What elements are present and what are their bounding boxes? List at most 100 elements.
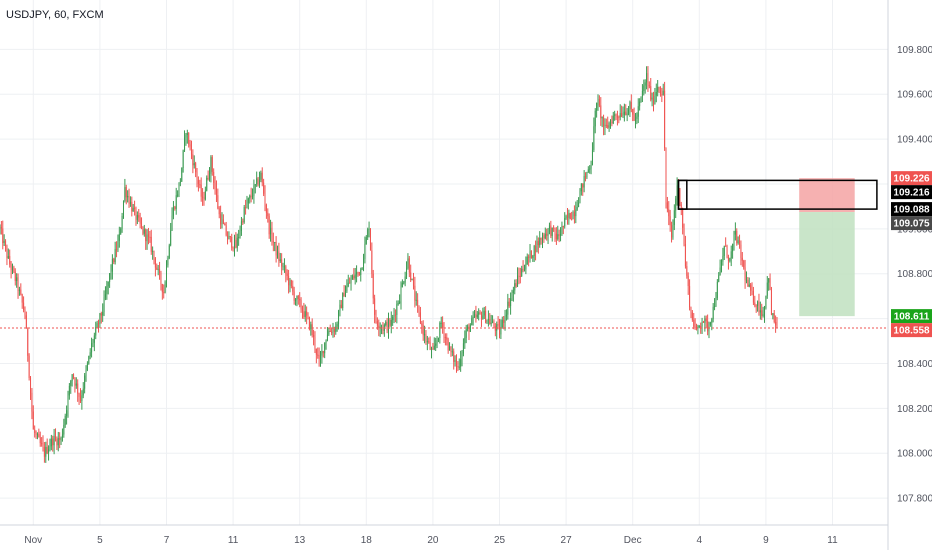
candle-body — [342, 292, 344, 309]
candle-body — [518, 275, 520, 277]
candle-body — [482, 315, 484, 320]
candle-body — [476, 314, 478, 318]
candle-body — [277, 251, 278, 256]
candle-body — [487, 319, 489, 321]
candle-body — [512, 290, 514, 294]
candle-body — [576, 207, 578, 210]
candle-body — [221, 219, 223, 225]
candle-body — [622, 114, 624, 117]
candle-body — [687, 275, 689, 287]
candle-body — [582, 183, 584, 188]
candle-body — [204, 190, 206, 200]
candle-body — [321, 350, 323, 356]
candle-body — [611, 121, 613, 124]
candle-body — [236, 237, 238, 248]
candle-body — [522, 268, 524, 271]
candle-body — [103, 297, 105, 312]
candle-body — [543, 235, 545, 239]
candle-body — [91, 343, 93, 353]
candle-body — [34, 429, 36, 433]
candle-body — [56, 438, 58, 446]
candle-body — [497, 324, 499, 326]
candle-body — [295, 299, 297, 301]
candle-body — [460, 359, 462, 367]
candle-body — [147, 234, 149, 237]
candle-body — [393, 314, 395, 317]
candle-body — [525, 264, 527, 270]
candle-body — [270, 227, 272, 235]
candle-body — [587, 169, 589, 172]
candle-body — [671, 225, 673, 238]
candle-body — [292, 285, 294, 292]
candle-body — [89, 352, 91, 356]
candle-body — [401, 282, 403, 288]
candle-body — [593, 126, 595, 150]
candle-body — [73, 374, 75, 379]
candle-body — [773, 313, 775, 323]
candle-body — [683, 227, 685, 245]
candle-body — [368, 228, 370, 230]
candle-body — [629, 102, 631, 110]
candle-body — [554, 228, 556, 234]
candle-body — [641, 90, 643, 97]
candle-body — [120, 228, 122, 235]
candle-body — [596, 102, 598, 111]
candle-body — [536, 241, 538, 253]
candle-body — [739, 240, 741, 245]
candle-body — [203, 197, 205, 200]
candle-body — [161, 284, 163, 293]
candle-body — [621, 113, 623, 117]
x-tick-label: 7 — [164, 535, 170, 546]
candle-body — [340, 304, 342, 309]
candle-body — [209, 173, 211, 180]
position-zones — [799, 178, 855, 317]
candle-body — [537, 241, 539, 246]
candle-body — [202, 196, 204, 198]
candle-body — [657, 86, 659, 93]
candle-body — [397, 303, 399, 305]
candle-body — [132, 207, 134, 212]
candle-body — [14, 271, 16, 281]
candle-body — [70, 381, 72, 386]
candle-body — [605, 124, 607, 126]
candle-body — [361, 267, 363, 270]
candle-body — [732, 243, 734, 252]
candle-body — [451, 351, 453, 353]
candle-body — [500, 327, 502, 335]
candle-body — [597, 99, 599, 103]
candle-body — [526, 256, 528, 265]
candle-body — [271, 227, 273, 242]
candle-body — [561, 225, 563, 235]
candle-body — [672, 224, 674, 238]
candle-body — [669, 216, 671, 226]
candle-body — [245, 207, 247, 209]
candle-body — [388, 319, 389, 331]
candle-body — [57, 438, 59, 446]
candle-body — [776, 325, 778, 327]
candle-body — [715, 297, 717, 307]
candle-body — [261, 172, 263, 183]
candle-body — [79, 396, 81, 401]
candle-body — [551, 227, 553, 236]
candle-body — [85, 369, 87, 376]
candle-body — [400, 287, 402, 302]
candle-body — [698, 326, 700, 328]
y-tick-label: 109.600 — [897, 90, 932, 101]
candle-body — [99, 313, 101, 325]
price-tag — [891, 185, 932, 200]
y-tick-label: 108.400 — [897, 359, 932, 370]
candle-body — [113, 258, 115, 263]
candle-body — [217, 195, 219, 209]
candle-body — [139, 217, 141, 224]
candle-body — [573, 211, 575, 217]
candle-body — [16, 277, 18, 281]
x-tick-label: 4 — [697, 535, 703, 546]
candle-body — [523, 269, 525, 271]
candle-body — [314, 336, 316, 349]
candle-body — [160, 272, 162, 285]
candle-body — [86, 363, 88, 370]
candle-body — [286, 273, 288, 276]
